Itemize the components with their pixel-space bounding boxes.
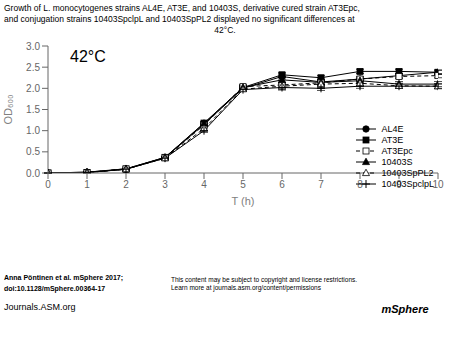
svg-text:1.0: 1.0 <box>26 125 40 136</box>
svg-text:10: 10 <box>432 179 442 190</box>
svg-text:3: 3 <box>162 179 168 190</box>
svg-text:0.5: 0.5 <box>26 146 40 157</box>
svg-text:6: 6 <box>279 179 285 190</box>
svg-text:T (h): T (h) <box>231 195 254 207</box>
svg-text:0: 0 <box>45 179 51 190</box>
svg-text:4: 4 <box>201 179 207 190</box>
svg-text:1: 1 <box>84 179 90 190</box>
svg-text:OD₆₀₀: OD₆₀₀ <box>8 94 14 124</box>
svg-text:2.5: 2.5 <box>26 62 40 73</box>
svg-text:2.0: 2.0 <box>26 83 40 94</box>
svg-text:3.0: 3.0 <box>26 41 40 52</box>
svg-text:5: 5 <box>240 179 246 190</box>
svg-text:7: 7 <box>318 179 324 190</box>
svg-text:9: 9 <box>396 179 402 190</box>
svg-text:2: 2 <box>123 179 129 190</box>
svg-text:8: 8 <box>357 179 363 190</box>
svg-text:1.5: 1.5 <box>26 104 40 115</box>
svg-text:0.0: 0.0 <box>26 168 40 179</box>
